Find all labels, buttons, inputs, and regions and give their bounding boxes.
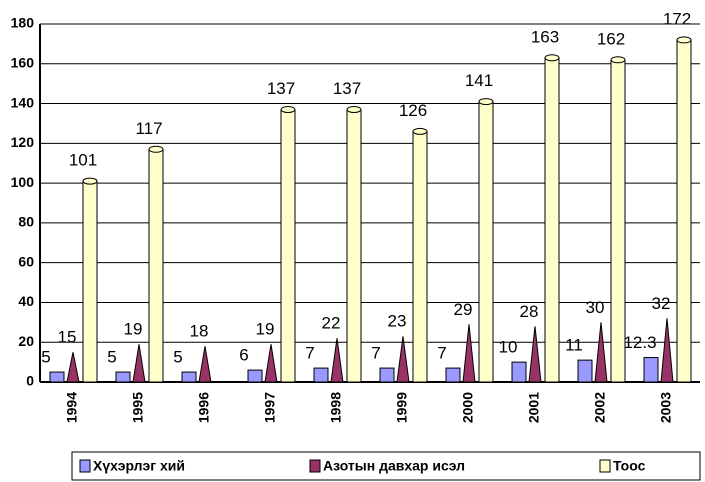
x-tick-label: 2002: [592, 392, 608, 423]
pyramid: [264, 344, 278, 383]
cylinder-top: [544, 54, 560, 62]
value-label: 5: [107, 348, 116, 367]
value-label: 137: [333, 79, 361, 98]
legend-swatch: [79, 459, 91, 473]
value-label: 28: [520, 302, 539, 321]
bar: [181, 371, 197, 383]
value-label: 126: [399, 101, 427, 120]
bar: [445, 367, 461, 383]
value-label: 32: [652, 294, 671, 313]
cylinder-top: [610, 56, 626, 64]
value-label: 172: [663, 9, 691, 28]
x-tick-label: 1997: [262, 392, 278, 423]
value-label: 19: [124, 320, 143, 339]
value-label: 117: [135, 119, 162, 138]
value-label: 5: [41, 348, 50, 367]
value-label: 141: [465, 71, 493, 90]
pyramid: [330, 338, 344, 383]
legend-label: Тоос: [613, 458, 646, 474]
value-label: 7: [371, 344, 380, 363]
value-label: 7: [305, 344, 314, 363]
value-label: 7: [437, 344, 446, 363]
value-label: 6: [239, 346, 248, 365]
pyramid: [132, 344, 146, 383]
pyramid: [396, 336, 410, 383]
cylinder: [280, 109, 296, 383]
bar: [115, 371, 131, 383]
legend-label: Хүхэрлэг хий: [93, 458, 185, 474]
cylinder: [412, 130, 428, 383]
cylinder-top: [676, 36, 692, 44]
value-label: 163: [531, 27, 559, 46]
x-tick-label: 1994: [64, 392, 80, 423]
value-label: 29: [454, 300, 473, 319]
cylinder-top: [412, 127, 428, 135]
y-tick-label: 140: [11, 94, 35, 110]
cylinder: [676, 39, 692, 383]
y-tick-label: 160: [11, 54, 35, 70]
cylinder: [346, 109, 362, 383]
pyramid: [462, 324, 476, 383]
legend-swatch: [599, 459, 611, 473]
cylinder: [148, 148, 164, 383]
pyramid: [660, 318, 674, 383]
value-label: 19: [256, 320, 275, 339]
value-label: 11: [565, 336, 583, 355]
x-tick-label: 1999: [394, 392, 410, 423]
y-tick-label: 0: [26, 373, 34, 389]
y-tick-label: 120: [11, 134, 35, 150]
cylinder: [544, 57, 560, 383]
cylinder-top: [346, 106, 362, 114]
value-label: 30: [586, 298, 605, 317]
value-label: 137: [267, 79, 295, 98]
bar: [643, 357, 659, 383]
x-tick-label: 2001: [526, 392, 542, 423]
x-tick-label: 2000: [460, 392, 476, 423]
y-tick-label: 20: [18, 333, 34, 349]
cylinder: [478, 101, 494, 383]
value-label: 162: [597, 29, 625, 48]
x-tick-label: 2003: [658, 392, 674, 423]
cylinder-top: [148, 145, 164, 153]
pyramid: [198, 346, 212, 383]
pyramid: [66, 352, 80, 383]
bar: [577, 359, 593, 383]
value-label: 5: [173, 348, 182, 367]
value-label: 22: [322, 314, 341, 333]
legend-swatch: [309, 459, 321, 473]
pyramid: [594, 322, 608, 383]
bar: [247, 369, 263, 383]
x-tick-label: 1998: [328, 392, 344, 423]
bar: [49, 371, 65, 383]
cylinder-top: [82, 177, 98, 185]
y-tick-label: 180: [11, 15, 35, 31]
y-tick-label: 40: [18, 293, 34, 309]
bar: [379, 367, 395, 383]
legend-box: [71, 451, 701, 481]
x-tick-label: 1996: [196, 392, 212, 423]
value-label: 10: [499, 338, 518, 357]
value-label: 23: [388, 312, 407, 331]
y-tick-label: 80: [18, 214, 34, 230]
value-label: 15: [58, 328, 77, 347]
x-tick-label: 1995: [130, 392, 146, 423]
bar: [511, 361, 527, 383]
cylinder-top: [280, 106, 296, 114]
value-label: 18: [190, 322, 209, 341]
bar: [313, 367, 329, 383]
legend-label: Азотын давхар исэл: [323, 458, 465, 474]
y-tick-label: 100: [11, 174, 35, 190]
pyramid: [528, 326, 542, 383]
value-label: 101: [69, 151, 97, 170]
cylinder-top: [478, 98, 494, 106]
y-tick-label: 60: [18, 253, 34, 269]
cylinder: [82, 180, 98, 383]
value-label: 12.3: [623, 333, 656, 352]
